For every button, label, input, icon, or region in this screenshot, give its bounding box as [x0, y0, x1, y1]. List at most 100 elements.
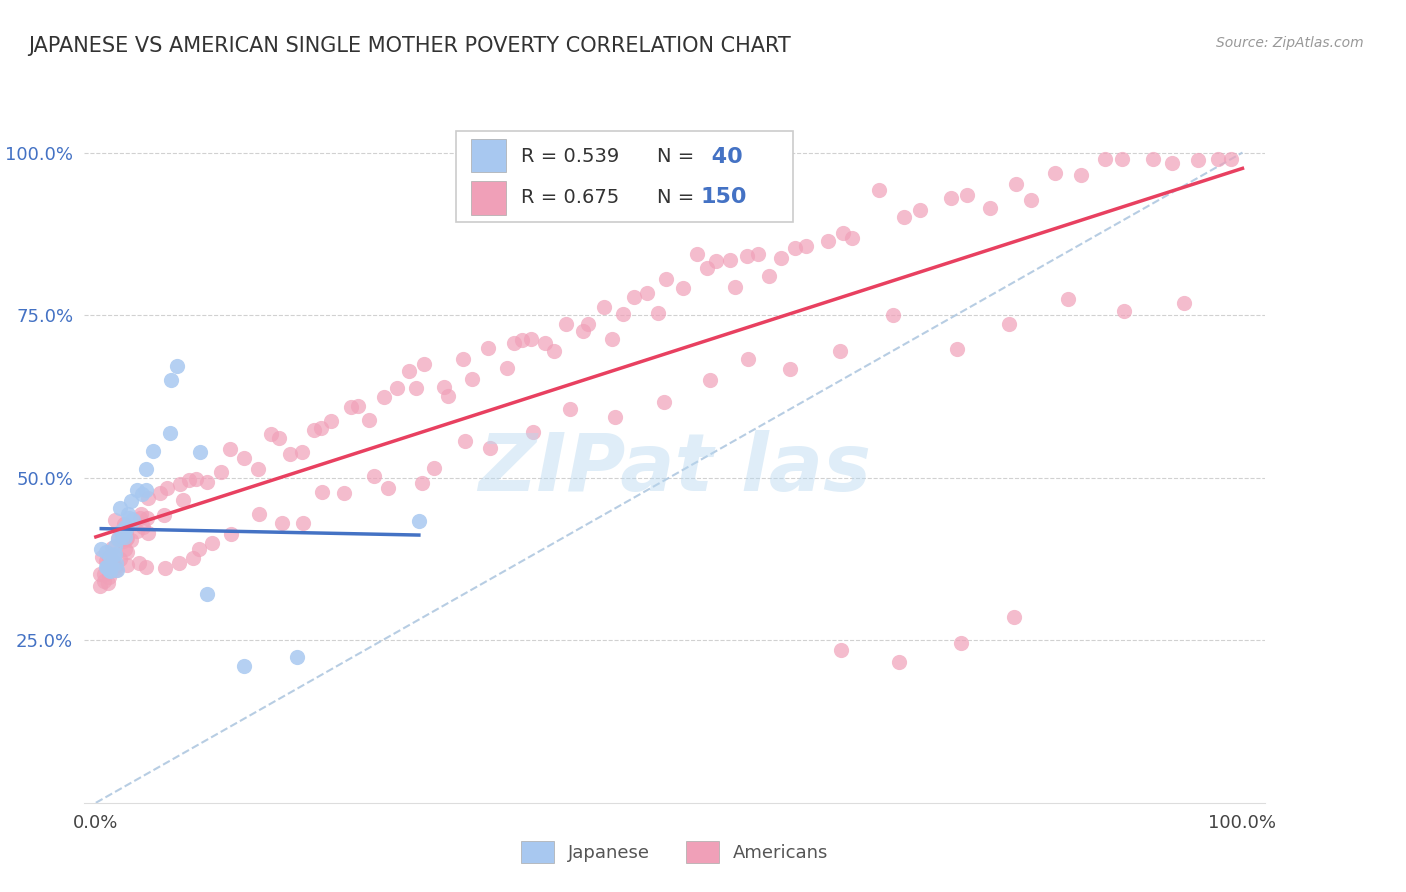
Point — [939, 191, 962, 205]
Point — [636, 286, 658, 301]
Point — [724, 280, 747, 294]
Point — [195, 587, 218, 601]
Point — [94, 544, 117, 558]
Point — [1094, 152, 1116, 166]
Point — [128, 556, 150, 570]
Point — [184, 472, 207, 486]
Point — [405, 381, 427, 395]
Point — [100, 549, 122, 564]
Point — [291, 444, 314, 458]
Point — [832, 226, 855, 240]
Point — [107, 532, 129, 546]
Point — [423, 461, 446, 475]
Point — [89, 579, 111, 593]
Point — [132, 519, 155, 533]
Point — [218, 442, 240, 456]
Point — [136, 491, 159, 506]
Point — [195, 475, 218, 489]
Point — [950, 636, 973, 650]
Point — [89, 567, 111, 582]
Point — [135, 462, 157, 476]
Point — [96, 559, 118, 574]
Point — [93, 574, 115, 588]
FancyBboxPatch shape — [471, 181, 506, 215]
Point — [97, 560, 120, 574]
Point — [830, 642, 852, 657]
Point — [98, 565, 121, 579]
Point — [98, 549, 121, 564]
Point — [114, 530, 136, 544]
Text: R = 0.539: R = 0.539 — [522, 147, 620, 166]
Point — [946, 342, 969, 356]
Point — [111, 526, 134, 541]
Point — [543, 344, 565, 359]
Point — [496, 361, 519, 376]
Point — [477, 341, 499, 355]
Text: N =: N = — [657, 147, 700, 166]
Point — [135, 510, 157, 524]
Point — [769, 251, 792, 265]
Point — [201, 536, 224, 550]
Point — [115, 522, 138, 536]
Point — [882, 308, 904, 322]
Point — [105, 563, 128, 577]
Point — [129, 507, 152, 521]
Point — [908, 202, 931, 217]
Point — [153, 508, 176, 523]
Point — [104, 539, 127, 553]
Point — [267, 432, 290, 446]
Point — [704, 253, 727, 268]
Point — [122, 513, 145, 527]
Point — [302, 423, 325, 437]
Point — [112, 534, 135, 549]
Point — [319, 414, 342, 428]
Point — [111, 529, 134, 543]
Point — [90, 549, 112, 564]
Point — [90, 541, 112, 556]
Point — [522, 425, 544, 440]
Point — [672, 281, 695, 295]
Point — [503, 336, 526, 351]
Point — [363, 469, 385, 483]
Point — [117, 558, 139, 573]
Point — [112, 517, 135, 532]
Point — [233, 659, 256, 673]
Point — [454, 434, 477, 448]
Point — [100, 558, 122, 573]
Point — [377, 481, 399, 495]
Point — [187, 542, 209, 557]
Point — [101, 548, 124, 562]
Point — [558, 401, 581, 416]
Point — [153, 561, 176, 575]
Point — [166, 359, 188, 373]
Point — [794, 239, 817, 253]
Point — [103, 558, 125, 573]
Point — [735, 249, 758, 263]
Point — [285, 649, 308, 664]
Point — [623, 290, 645, 304]
Point — [817, 234, 839, 248]
Point — [219, 527, 242, 541]
Point — [357, 413, 380, 427]
Point — [96, 559, 118, 574]
Point — [172, 492, 194, 507]
Point — [159, 425, 181, 440]
Point — [1002, 609, 1025, 624]
Point — [97, 576, 120, 591]
Point — [110, 551, 132, 566]
Point — [114, 520, 136, 534]
Text: 150: 150 — [700, 187, 748, 208]
Point — [135, 483, 157, 497]
Point — [104, 513, 127, 527]
Point — [686, 247, 709, 261]
Point — [142, 444, 165, 458]
Point — [830, 343, 852, 358]
Point — [311, 485, 333, 500]
Point — [101, 556, 124, 570]
Legend: Japanese, Americans: Japanese, Americans — [515, 834, 835, 871]
Point — [718, 253, 741, 268]
Point — [554, 318, 576, 332]
Point — [340, 400, 363, 414]
Point — [1160, 156, 1182, 170]
Point — [131, 486, 153, 500]
